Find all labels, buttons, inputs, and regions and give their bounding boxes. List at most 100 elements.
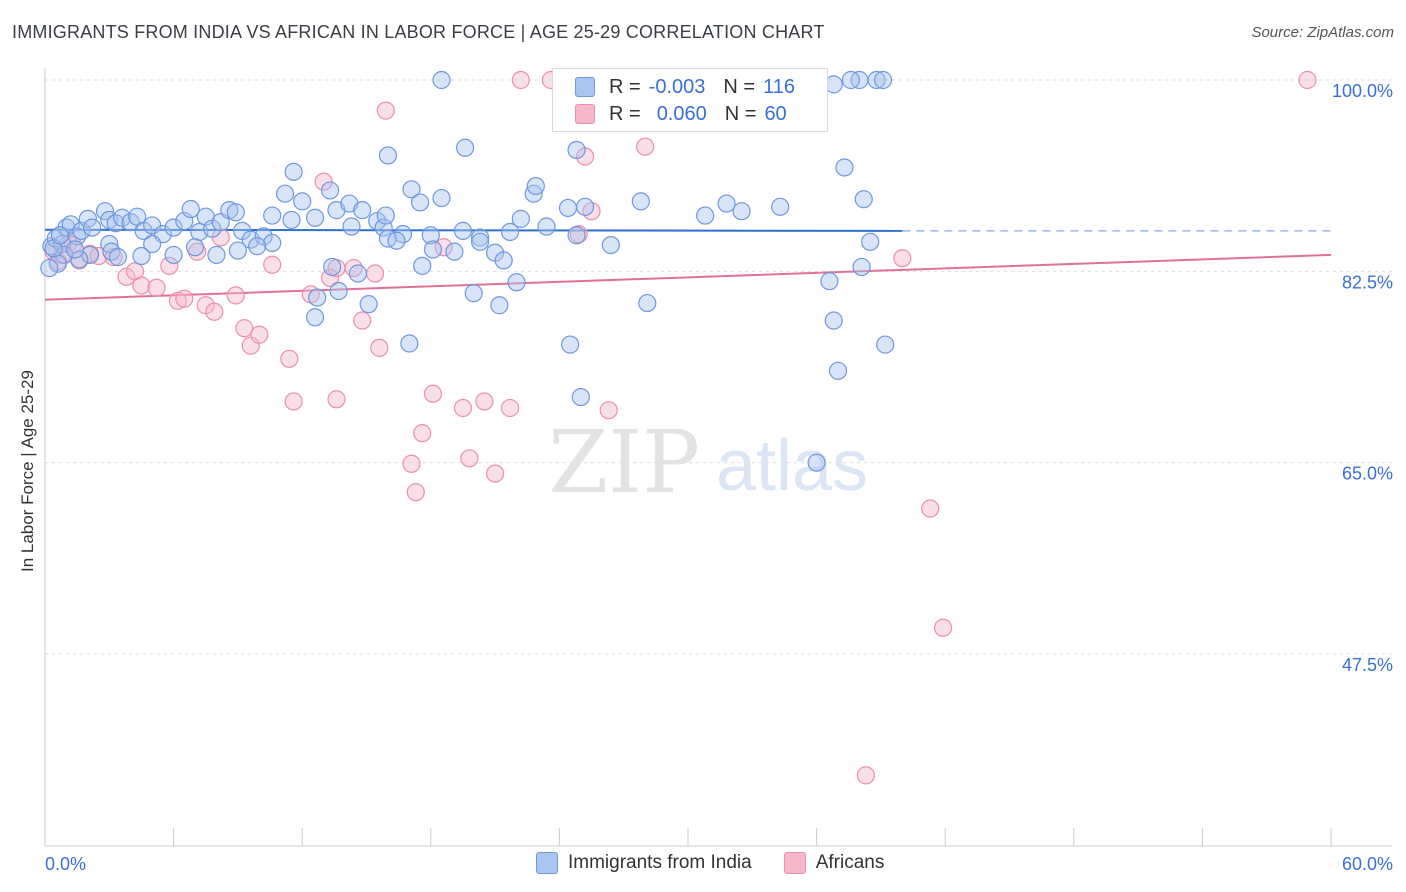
africans-point [370, 338, 389, 357]
india-point [576, 197, 595, 216]
x-tick-label: 0.0% [45, 854, 86, 874]
india-point [275, 184, 295, 203]
india-point [494, 251, 513, 270]
r-value-africans: 0.060 [656, 102, 707, 125]
india-point [464, 284, 483, 303]
legend-item-india[interactable]: Immigrants from India [536, 852, 752, 874]
india-swatch [536, 852, 558, 874]
india-point [453, 221, 473, 240]
india-point [387, 231, 406, 250]
india-point [807, 453, 826, 472]
india-point [284, 162, 303, 181]
india-point [631, 192, 650, 211]
india-point [854, 190, 873, 209]
africans-trend-line [44, 253, 1332, 301]
n-label: N = [723, 75, 756, 98]
africans-point [501, 398, 520, 418]
india-point [226, 203, 245, 222]
india-point [601, 235, 620, 255]
india-point [400, 334, 419, 353]
india-point [413, 256, 432, 275]
africans-point [250, 325, 269, 344]
india-point [567, 140, 586, 160]
india-point [696, 206, 715, 225]
africans-point [160, 256, 179, 275]
n-label: N = [724, 102, 757, 125]
india-point [638, 293, 657, 313]
correlation-legend: R = -0.003 N = 116 R = 0.060 N = 60 [552, 68, 828, 132]
india-point [132, 246, 151, 266]
n-value-india: 116 [763, 75, 795, 98]
india-point [824, 311, 843, 330]
africans-point [327, 390, 346, 409]
india-point [558, 198, 578, 218]
india-point [835, 158, 854, 177]
source-label: Source: ZipAtlas.com [1251, 24, 1394, 41]
india-point [421, 226, 440, 245]
india-point [828, 361, 848, 380]
india-points [40, 70, 895, 472]
india-point [248, 237, 267, 256]
india-point [329, 281, 348, 301]
india-point [143, 234, 162, 254]
india-point [567, 226, 586, 245]
africans-point [235, 319, 254, 338]
chart-title: IMMIGRANTS FROM INDIA VS AFRICAN IN LABO… [12, 22, 825, 42]
africans-point [933, 618, 953, 637]
legend-row-india: R = -0.003 N = 116 [575, 75, 795, 99]
watermark-zip: ZIP [548, 413, 700, 513]
africans-point [376, 101, 395, 120]
india-point [490, 296, 509, 315]
legend-label-india: Immigrants from India [568, 852, 752, 873]
y-tick-label: 47.5% [1342, 655, 1393, 675]
r-label: R = [609, 102, 641, 125]
africans-point [893, 249, 912, 268]
africans-swatch [783, 852, 806, 874]
india-point [820, 272, 839, 291]
africans-point [284, 392, 303, 411]
africans-point [402, 454, 421, 473]
india-point [402, 180, 421, 199]
africans-point [226, 286, 245, 305]
india-point [873, 70, 893, 90]
africans-point [406, 483, 425, 502]
africans-swatch [575, 104, 595, 124]
legend-row-africans: R = 0.060 N = 60 [575, 102, 787, 126]
india-point [410, 193, 430, 212]
africans-point [365, 264, 385, 283]
india-point [185, 238, 205, 257]
india-point [445, 242, 464, 261]
india-point [455, 138, 475, 157]
india-point [841, 70, 860, 90]
india-point [308, 288, 327, 307]
y-tick-label: 100.0% [1332, 81, 1393, 101]
africans-point [353, 311, 372, 330]
india-point [423, 240, 443, 259]
india-point [263, 233, 282, 253]
watermark-atlas: atlas [716, 426, 868, 506]
india-point [852, 257, 871, 277]
india-point [305, 208, 325, 227]
india-point [571, 387, 590, 407]
india-point [50, 226, 70, 245]
india-point [263, 206, 282, 225]
india-point [432, 70, 451, 90]
africans-point [453, 398, 473, 418]
africans-point [280, 349, 299, 368]
africans-point [856, 766, 875, 785]
india-point [393, 225, 413, 244]
india-point [40, 258, 59, 278]
africans-point [1298, 70, 1317, 90]
india-point [867, 70, 886, 90]
india-point [282, 210, 301, 230]
india-point [771, 197, 790, 216]
india-point [470, 232, 490, 251]
india-point [359, 295, 378, 314]
trend-lines [44, 228, 1332, 301]
africans-point [132, 276, 151, 295]
india-point [305, 308, 325, 327]
india-point [526, 176, 545, 196]
india-point [78, 209, 97, 228]
africans-point [511, 70, 530, 90]
legend-item-africans[interactable]: Africans [783, 852, 884, 874]
